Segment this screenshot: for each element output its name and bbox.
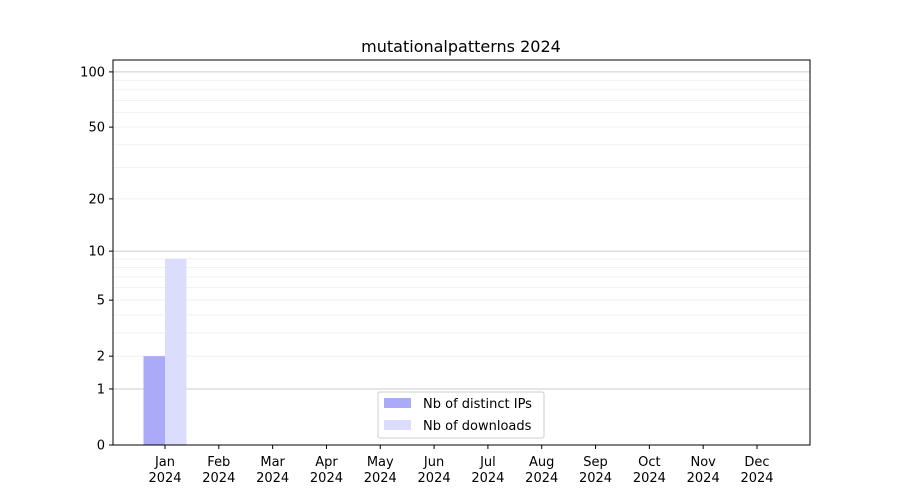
y-tick-label: 20 bbox=[88, 192, 105, 207]
x-tick-label: Oct 2024 bbox=[633, 455, 666, 486]
legend-label-downloads: Nb of downloads bbox=[423, 419, 532, 434]
y-tick-label: 5 bbox=[97, 294, 105, 309]
y-tick-label: 50 bbox=[88, 121, 105, 136]
bar-ips bbox=[143, 356, 165, 445]
legend-label-ips: Nb of distinct IPs bbox=[423, 397, 532, 412]
y-tick-label: 2 bbox=[97, 350, 105, 365]
x-tick-label: May 2024 bbox=[364, 455, 397, 486]
x-tick-label: Nov 2024 bbox=[687, 455, 720, 486]
y-tick-label: 1 bbox=[97, 382, 105, 397]
y-tick-label: 10 bbox=[88, 245, 105, 260]
x-tick-label: Sep 2024 bbox=[579, 455, 612, 486]
x-tick-label: Jul 2024 bbox=[471, 455, 504, 486]
bar-downloads bbox=[165, 258, 187, 445]
x-tick-label: Jun 2024 bbox=[418, 455, 451, 486]
x-tick-label: Mar 2024 bbox=[256, 455, 289, 486]
y-tick-label: 100 bbox=[80, 65, 105, 80]
x-tick-label: Feb 2024 bbox=[202, 455, 235, 486]
x-tick-label: Jan 2024 bbox=[148, 455, 181, 486]
y-tick-label: 0 bbox=[97, 439, 105, 454]
x-tick-label: Aug 2024 bbox=[525, 455, 558, 486]
legend-swatch-downloads bbox=[384, 420, 411, 430]
plot-frame bbox=[112, 59, 811, 446]
legend: Nb of distinct IPs Nb of downloads bbox=[377, 391, 545, 439]
legend-swatch-ips bbox=[384, 398, 411, 408]
legend-box bbox=[377, 391, 545, 439]
x-tick-label: Dec 2024 bbox=[740, 455, 773, 486]
x-tick-label: Apr 2024 bbox=[310, 455, 343, 486]
chart-title: mutationalpatterns 2024 bbox=[361, 37, 561, 56]
